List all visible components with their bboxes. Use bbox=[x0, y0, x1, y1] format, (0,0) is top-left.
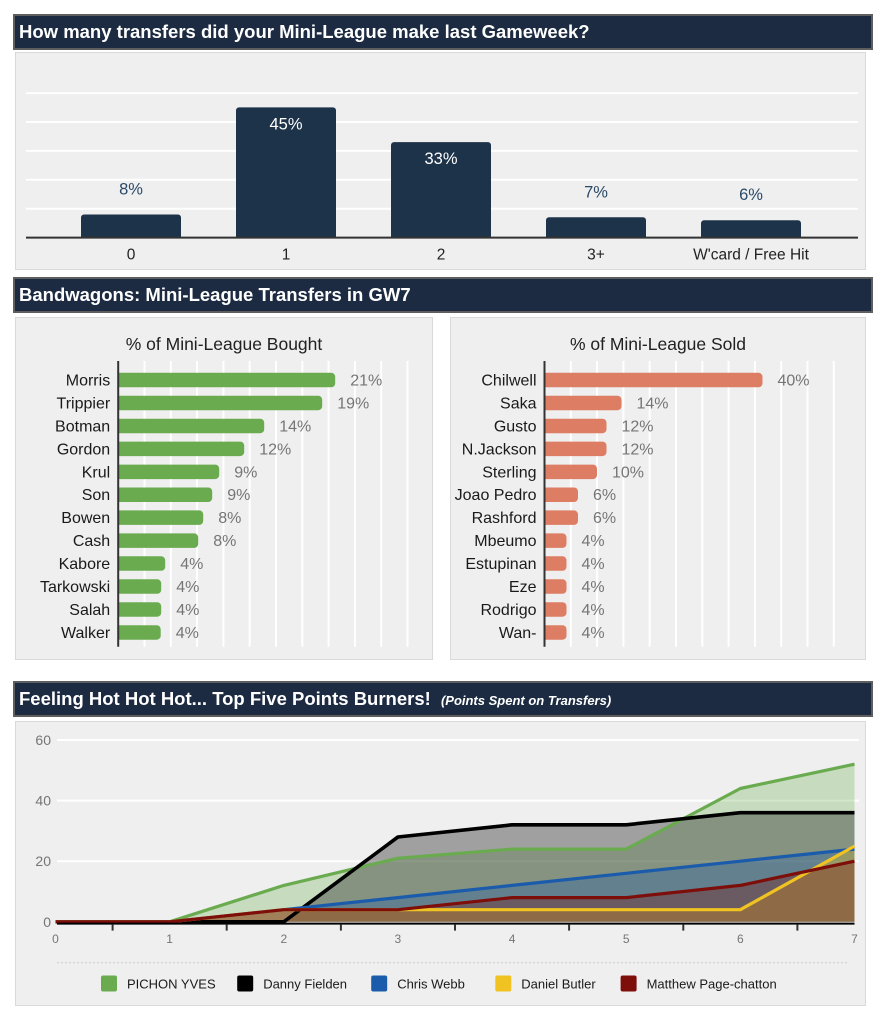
svg-text:60: 60 bbox=[35, 732, 51, 748]
svg-text:9%: 9% bbox=[227, 487, 250, 504]
svg-text:12%: 12% bbox=[622, 418, 654, 435]
svg-text:Salah: Salah bbox=[69, 602, 110, 619]
svg-text:4%: 4% bbox=[180, 556, 203, 573]
svg-text:Gordon: Gordon bbox=[57, 441, 110, 458]
svg-text:19%: 19% bbox=[337, 396, 369, 413]
svg-text:Chris Webb: Chris Webb bbox=[397, 977, 465, 992]
svg-text:14%: 14% bbox=[279, 418, 311, 435]
svg-text:7: 7 bbox=[851, 932, 858, 946]
svg-text:4%: 4% bbox=[176, 602, 199, 619]
svg-text:Bowen: Bowen bbox=[61, 510, 110, 527]
svg-text:PICHON YVES: PICHON YVES bbox=[127, 977, 216, 992]
svg-text:Krul: Krul bbox=[82, 464, 110, 481]
svg-text:33%: 33% bbox=[424, 150, 457, 168]
svg-text:Walker: Walker bbox=[61, 625, 111, 642]
svg-text:W'card / Free Hit: W'card / Free Hit bbox=[693, 247, 809, 264]
svg-text:20: 20 bbox=[35, 853, 51, 869]
svg-text:0: 0 bbox=[127, 247, 136, 264]
svg-text:6%: 6% bbox=[739, 186, 763, 204]
svg-text:4%: 4% bbox=[582, 625, 605, 642]
svg-text:12%: 12% bbox=[259, 441, 291, 458]
svg-text:Mbeumo: Mbeumo bbox=[474, 533, 536, 550]
svg-text:8%: 8% bbox=[119, 181, 143, 199]
svg-text:1: 1 bbox=[166, 932, 173, 946]
svg-text:Botman: Botman bbox=[55, 418, 110, 435]
svg-text:3: 3 bbox=[395, 932, 402, 946]
svg-text:8%: 8% bbox=[218, 510, 241, 527]
svg-text:40: 40 bbox=[35, 793, 51, 809]
svg-text:Chilwell: Chilwell bbox=[481, 373, 536, 390]
svg-text:Saka: Saka bbox=[500, 396, 537, 413]
svg-text:2: 2 bbox=[280, 932, 287, 946]
svg-text:21%: 21% bbox=[350, 373, 382, 390]
svg-text:6%: 6% bbox=[593, 510, 616, 527]
svg-text:% of Mini-League Sold: % of Mini-League Sold bbox=[570, 334, 746, 354]
svg-text:9%: 9% bbox=[234, 464, 257, 481]
svg-text:Morris: Morris bbox=[66, 373, 110, 390]
svg-text:Wan-: Wan- bbox=[499, 625, 537, 642]
svg-text:Cash: Cash bbox=[73, 533, 110, 550]
svg-text:0: 0 bbox=[52, 932, 59, 946]
svg-text:Gusto: Gusto bbox=[494, 418, 537, 435]
svg-text:Eze: Eze bbox=[509, 579, 537, 596]
svg-text:Trippier: Trippier bbox=[57, 396, 111, 413]
svg-text:5: 5 bbox=[623, 932, 630, 946]
svg-text:4%: 4% bbox=[582, 533, 605, 550]
svg-text:1: 1 bbox=[282, 247, 291, 264]
svg-text:4%: 4% bbox=[176, 625, 199, 642]
svg-text:6: 6 bbox=[737, 932, 744, 946]
svg-text:45%: 45% bbox=[269, 115, 302, 133]
svg-text:4%: 4% bbox=[176, 579, 199, 596]
svg-text:Rodrigo: Rodrigo bbox=[480, 602, 536, 619]
svg-text:Kabore: Kabore bbox=[59, 556, 111, 573]
svg-text:Estupinan: Estupinan bbox=[465, 556, 536, 573]
svg-text:Matthew Page-chatton: Matthew Page-chatton bbox=[647, 977, 777, 992]
svg-text:0: 0 bbox=[43, 914, 51, 930]
svg-text:6%: 6% bbox=[593, 487, 616, 504]
svg-text:3+: 3+ bbox=[587, 247, 605, 264]
svg-text:Daniel Butler: Daniel Butler bbox=[521, 977, 596, 992]
svg-text:Danny Fielden: Danny Fielden bbox=[263, 977, 347, 992]
svg-text:Son: Son bbox=[82, 487, 110, 504]
svg-text:Rashford: Rashford bbox=[472, 510, 537, 527]
svg-text:7%: 7% bbox=[584, 183, 608, 201]
svg-text:4%: 4% bbox=[582, 579, 605, 596]
svg-text:Sterling: Sterling bbox=[482, 464, 536, 481]
svg-text:N.Jackson: N.Jackson bbox=[462, 441, 537, 458]
svg-text:Joao Pedro: Joao Pedro bbox=[455, 487, 537, 504]
svg-text:Tarkowski: Tarkowski bbox=[40, 579, 110, 596]
svg-text:10%: 10% bbox=[612, 464, 644, 481]
svg-text:2: 2 bbox=[437, 247, 446, 264]
svg-text:4%: 4% bbox=[582, 556, 605, 573]
svg-text:4: 4 bbox=[509, 932, 516, 946]
svg-text:8%: 8% bbox=[213, 533, 236, 550]
svg-text:4%: 4% bbox=[582, 602, 605, 619]
svg-text:14%: 14% bbox=[637, 396, 669, 413]
svg-text:% of Mini-League Bought: % of Mini-League Bought bbox=[126, 334, 323, 354]
svg-text:40%: 40% bbox=[778, 373, 810, 390]
svg-text:12%: 12% bbox=[622, 441, 654, 458]
